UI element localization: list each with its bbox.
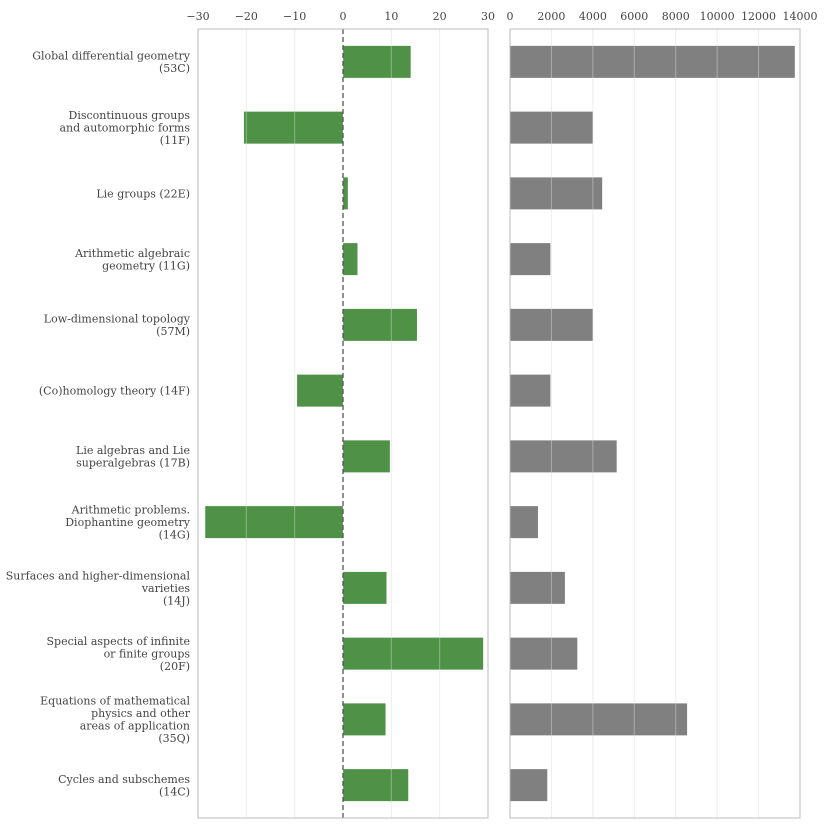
bar-counts — [510, 374, 551, 407]
x-tick-label: 20 — [433, 10, 447, 23]
x-tick-label: 14000 — [783, 10, 818, 23]
category-label: Global differential geometry (53C) — [32, 50, 191, 76]
bar-counts — [510, 637, 578, 670]
bar-change — [343, 45, 411, 78]
bar-counts — [510, 177, 603, 210]
bar-change — [343, 703, 386, 736]
x-tick-label: −20 — [235, 10, 258, 23]
x-tick-label: −10 — [283, 10, 306, 23]
bar-change — [343, 637, 484, 670]
bar-counts — [510, 703, 688, 736]
bar-counts — [510, 506, 538, 539]
x-tick-label: 10 — [384, 10, 398, 23]
category-label: Lie groups (22E) — [96, 187, 190, 200]
bar-change — [343, 308, 417, 341]
bar-counts — [510, 111, 593, 144]
bar-counts — [510, 769, 548, 802]
x-tick-label: 4000 — [579, 10, 607, 23]
category-label: (Co)homology theory (14F) — [39, 385, 190, 398]
axes-frame — [509, 28, 801, 819]
x-tick-label: 30 — [481, 10, 495, 23]
bar-counts — [510, 45, 795, 78]
x-tick-label: 12000 — [741, 10, 776, 23]
axes-frame — [197, 28, 489, 819]
x-tick-label: 6000 — [620, 10, 648, 23]
bar-change — [205, 506, 343, 539]
x-tick-label: 2000 — [537, 10, 565, 23]
bar-counts — [510, 440, 617, 473]
panel-change: −30 −20 −10 0 10 20 30 — [186, 10, 495, 819]
category-label: Low-dimensional topology (57M) — [44, 313, 191, 339]
category-label: Discontinuous groups and automorphic form… — [59, 109, 190, 147]
category-label: Arithmetic problems. Diophantine geometry… — [65, 504, 191, 542]
bar-change — [343, 440, 390, 473]
category-label: Special aspects of infinite or finite gro… — [47, 635, 191, 673]
category-label: Arithmetic algebraic geometry (11G) — [74, 247, 190, 273]
panel-counts: 0 2000 4000 6000 8000 10000 12000 14000 — [507, 10, 818, 819]
x-tick-label: −30 — [186, 10, 209, 23]
x-tick-label: 0 — [340, 10, 347, 23]
bar-counts — [510, 571, 565, 604]
bar-change — [343, 571, 387, 604]
x-tick-label: 0 — [507, 10, 514, 23]
bar-change — [343, 243, 358, 276]
category-label: Equations of mathematical physics and oth… — [40, 695, 191, 746]
bar-change — [343, 177, 348, 210]
category-label: Surfaces and higher-dimensional varieties… — [6, 569, 191, 607]
x-tick-label: 8000 — [662, 10, 690, 23]
bar-change — [243, 111, 343, 144]
x-tick-label: 10000 — [700, 10, 735, 23]
bar-change — [343, 769, 409, 802]
bar-change — [297, 374, 343, 407]
bar-counts — [510, 243, 551, 276]
category-label: Lie algebras and Lie superalgebras (17B) — [76, 444, 190, 470]
category-label: Cycles and subschemes (14C) — [58, 773, 190, 799]
bar-counts — [510, 308, 593, 341]
